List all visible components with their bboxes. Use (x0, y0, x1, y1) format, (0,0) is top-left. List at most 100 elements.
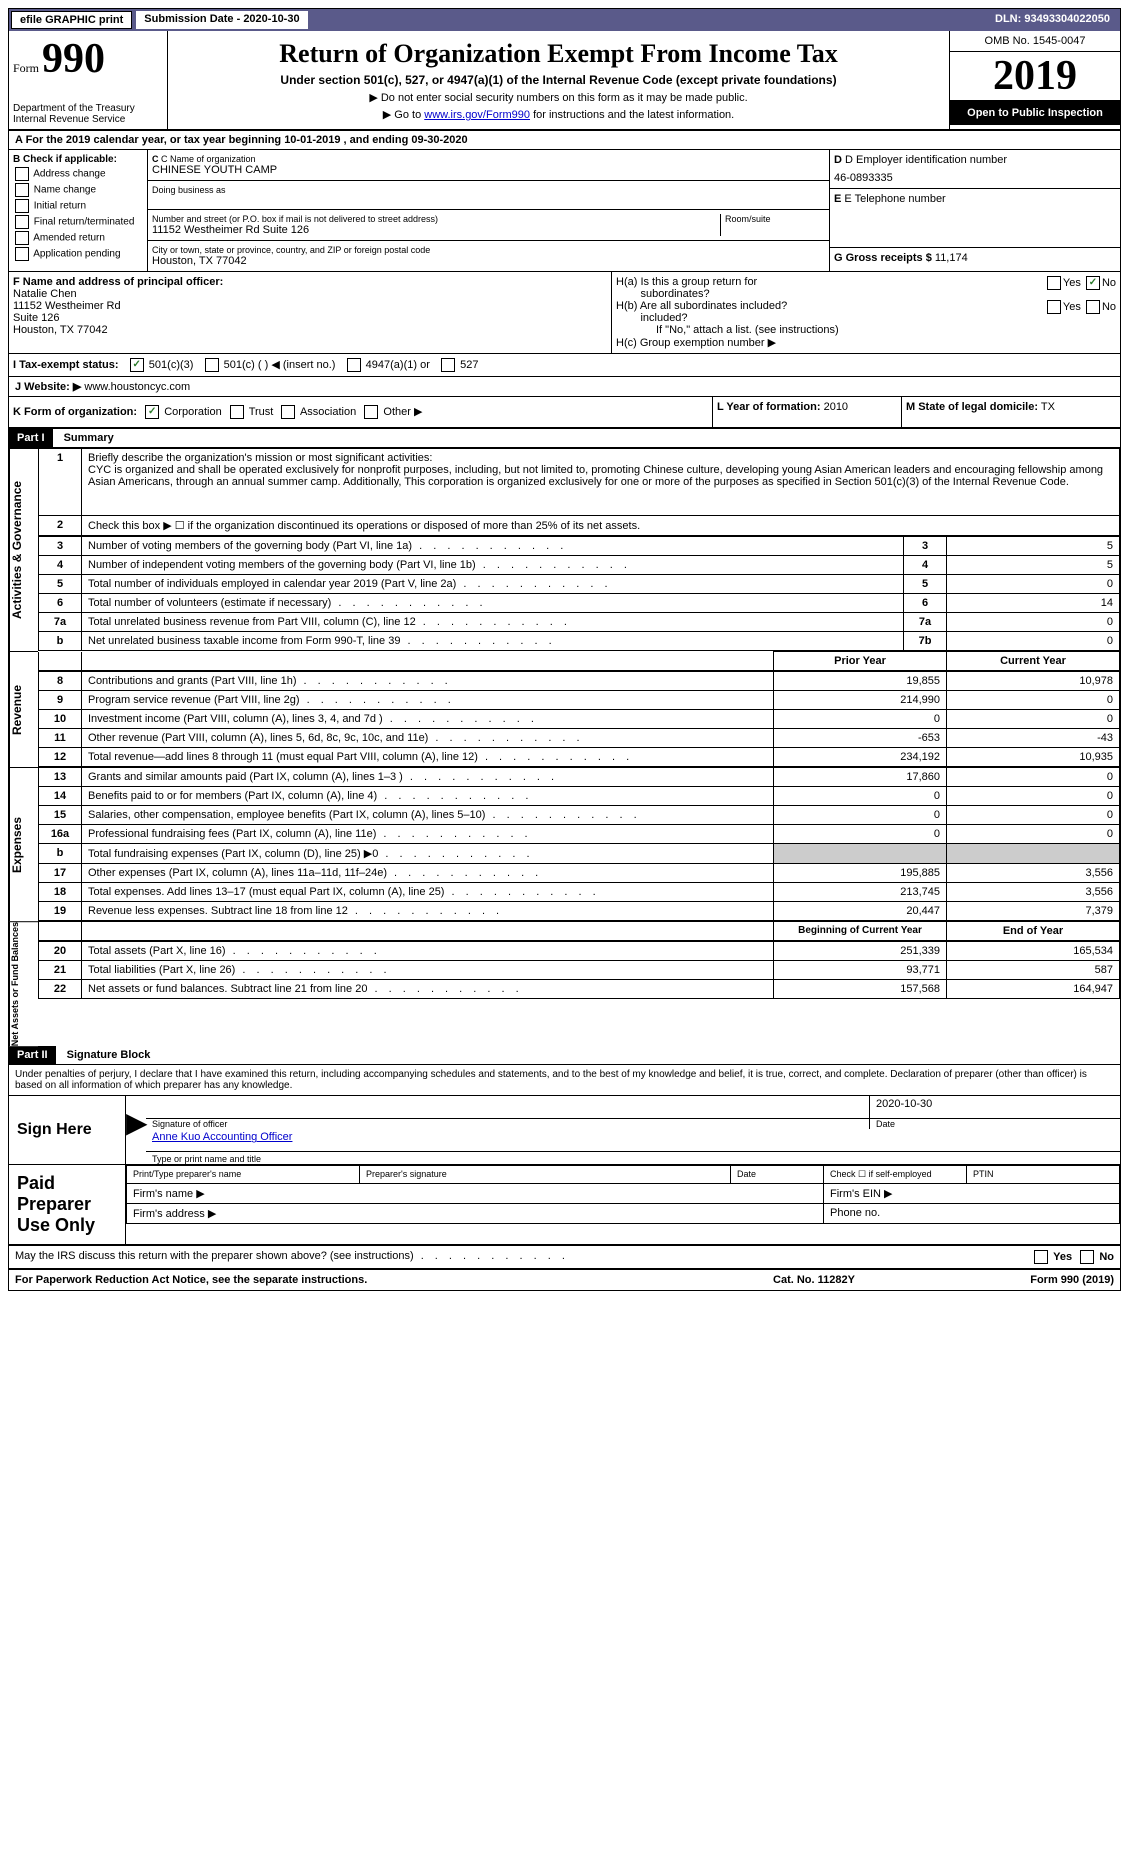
expenses-label: Expenses (9, 767, 38, 921)
phone-label: E Telephone number (844, 193, 945, 205)
officer-sig-line[interactable] (146, 1096, 869, 1119)
check-4947[interactable] (347, 358, 361, 372)
submission-date: Submission Date - 2020-10-30 (136, 11, 307, 29)
ha-yes-check[interactable] (1047, 276, 1061, 290)
check-501c[interactable] (205, 358, 219, 372)
na-table: 20Total assets (Part X, line 16)251,3391… (38, 941, 1120, 999)
street-value: 11152 Westheimer Rd Suite 126 (152, 224, 720, 236)
check-final-return[interactable] (15, 215, 29, 229)
officer-label: F Name and address of principal officer: (13, 276, 223, 288)
entity-info-grid: B Check if applicable: Address change Na… (9, 150, 1120, 272)
may-irs-yes[interactable] (1034, 1250, 1048, 1264)
form-subtitle: Under section 501(c), 527, or 4947(a)(1)… (172, 73, 945, 87)
tax-status-label: I Tax-exempt status: (13, 359, 119, 371)
check-self-label: Check ☐ if self-employed (824, 1166, 967, 1184)
check-amended[interactable] (15, 231, 29, 245)
check-527[interactable] (441, 358, 455, 372)
check-assoc[interactable] (281, 405, 295, 419)
hb-note: If "No," attach a list. (see instruction… (616, 324, 1116, 336)
form-org-label: K Form of organization: (13, 406, 137, 418)
type-name-label: Type or print name and title (146, 1151, 1120, 1164)
section-d-ein: D D Employer identification number 46-08… (829, 150, 1120, 271)
firm-phone-label: Phone no. (824, 1204, 1120, 1224)
part2-title: Signature Block (59, 1046, 159, 1064)
year-formation-label: L Year of formation: (717, 401, 821, 413)
ha-no-check[interactable] (1086, 276, 1100, 290)
firm-addr-label: Firm's address ▶ (127, 1204, 824, 1224)
year-formation: 2010 (824, 401, 848, 413)
form-label: Form (13, 61, 39, 75)
city-label: City or town, state or province, country… (152, 245, 825, 255)
part1-header: Part I (9, 429, 53, 447)
footer-form: Form 990 (2019) (914, 1274, 1114, 1286)
check-initial-return[interactable] (15, 199, 29, 213)
paid-prep-label: Paid Preparer Use Only (9, 1165, 126, 1244)
prior-year-hdr: Prior Year (774, 652, 947, 671)
check-name-change[interactable] (15, 183, 29, 197)
paid-preparer-row: Paid Preparer Use Only Print/Type prepar… (9, 1165, 1120, 1246)
org-name-label: C Name of organization (161, 154, 256, 164)
officer-name-link[interactable]: Anne Kuo Accounting Officer (152, 1131, 292, 1143)
city-value: Houston, TX 77042 (152, 255, 825, 267)
goto-note: ▶ Go to www.irs.gov/Form990 for instruct… (172, 108, 945, 121)
dept-label: Department of the Treasury Internal Reve… (13, 103, 163, 125)
section-c-org: C C Name of organization CHINESE YOUTH C… (148, 150, 829, 271)
line2-text: Check this box ▶ ☐ if the organization d… (82, 516, 1120, 536)
end-year-hdr: End of Year (947, 922, 1120, 941)
org-name: CHINESE YOUTH CAMP (152, 164, 825, 176)
rev-table: 8Contributions and grants (Part VIII, li… (38, 671, 1120, 767)
check-trust[interactable] (230, 405, 244, 419)
check-app-pending[interactable] (15, 247, 29, 261)
netassets-section: Net Assets or Fund Balances Beginning of… (9, 921, 1120, 1046)
revenue-section: Revenue Prior Year Current Year 8Contrib… (9, 651, 1120, 767)
sign-arrow-icon: ▶ (126, 1096, 146, 1164)
activities-label: Activities & Governance (9, 448, 38, 651)
officer-and-h-row: F Name and address of principal officer:… (9, 272, 1120, 354)
website-value: www.houstoncyc.com (84, 381, 190, 393)
row-a-period: A For the 2019 calendar year, or tax yea… (9, 131, 1120, 150)
may-irs-no[interactable] (1080, 1250, 1094, 1264)
form-title: Return of Organization Exempt From Incom… (172, 39, 945, 69)
room-label: Room/suite (721, 214, 825, 236)
sig-date-line: 2020-10-30 (870, 1096, 1120, 1119)
officer-sig-label: Signature of officer (146, 1119, 869, 1129)
part2-header: Part II (9, 1046, 56, 1064)
netassets-label: Net Assets or Fund Balances (9, 921, 38, 1046)
part2-header-row: Part II Signature Block (9, 1046, 1120, 1065)
form-container: efile GRAPHIC print Submission Date - 20… (8, 8, 1121, 1291)
open-public-box: Open to Public Inspection (950, 101, 1120, 125)
preparer-table: Print/Type preparer's name Preparer's si… (126, 1165, 1120, 1224)
efile-button[interactable]: efile GRAPHIC print (11, 11, 132, 29)
activities-table: 1 Briefly describe the organization's mi… (38, 448, 1120, 536)
website-label: J Website: ▶ (15, 381, 81, 393)
exp-table: 13Grants and similar amounts paid (Part … (38, 767, 1120, 921)
section-b-checks: B Check if applicable: Address change Na… (9, 150, 148, 271)
officer-name-line: Anne Kuo Accounting Officer (146, 1129, 1120, 1151)
omb-number: OMB No. 1545-0047 (950, 31, 1120, 52)
ptin-label: PTIN (967, 1166, 1120, 1184)
tax-year: 2019 (950, 52, 1120, 101)
netassets-header-table: Beginning of Current Year End of Year (38, 921, 1120, 941)
header-row: Form 990 Department of the Treasury Inte… (9, 31, 1120, 131)
activities-gov-section: Activities & Governance 1 Briefly descri… (9, 448, 1120, 651)
check-address-change[interactable] (15, 167, 29, 181)
may-irs-row: May the IRS discuss this return with the… (9, 1246, 1120, 1270)
mission-text: CYC is organized and shall be operated e… (88, 464, 1103, 488)
part1-title: Summary (56, 429, 122, 447)
officer-name: Natalie Chen (13, 288, 77, 300)
check-501c3[interactable] (130, 358, 144, 372)
dln-number: DLN: 93493304022050 (987, 11, 1118, 29)
ssn-note: ▶ Do not enter social security numbers o… (172, 91, 945, 104)
mission-label: Briefly describe the organization's miss… (88, 452, 432, 464)
sign-here-row: Sign Here ▶ Signature of officer 2020-10… (9, 1096, 1120, 1165)
prep-date-label: Date (731, 1166, 824, 1184)
hb-yes-check[interactable] (1047, 300, 1061, 314)
check-other[interactable] (364, 405, 378, 419)
ein-value: 46-0893335 (834, 172, 1116, 184)
check-corp[interactable] (145, 405, 159, 419)
section-h-group: H(a) Is this a group return for subordin… (612, 272, 1120, 353)
hb-no-check[interactable] (1086, 300, 1100, 314)
irs-link[interactable]: www.irs.gov/Form990 (424, 109, 530, 121)
ag-table: 3Number of voting members of the governi… (38, 536, 1120, 651)
officer-addr2: Suite 126 (13, 312, 59, 324)
